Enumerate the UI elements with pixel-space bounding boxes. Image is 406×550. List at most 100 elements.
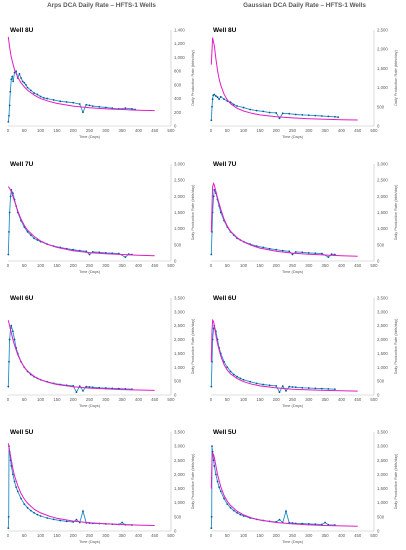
y-tick-label: 500 [377, 379, 385, 384]
measured-rate-point [212, 327, 215, 330]
measured-rate-point [285, 389, 287, 392]
x-tick-label: 450 [151, 397, 159, 402]
x-axis-title: Time (Days) [79, 403, 101, 408]
x-tick-label: 250 [86, 128, 94, 133]
x-tick-label: 500 [167, 128, 175, 133]
x-tick-label: 150 [256, 533, 264, 538]
y-tick-label: 2,500 [174, 178, 185, 183]
y-tick-label: 2,000 [377, 194, 388, 199]
measured-rate-point [91, 105, 94, 108]
y-tick-label: 2,500 [377, 178, 388, 183]
x-tick-label: 250 [289, 533, 297, 538]
measured-rate-point [8, 231, 10, 233]
measured-rate-point [262, 246, 265, 249]
y-tick-label: 500 [377, 514, 385, 519]
x-tick-label: 450 [151, 128, 159, 133]
measured-rate-point [10, 465, 13, 467]
measured-rate-point [13, 480, 16, 483]
y-tick-label: 500 [174, 379, 182, 384]
measured-rate-point [281, 385, 284, 388]
y-tick-label: 1,000 [174, 226, 185, 231]
measured-rate-point [301, 113, 304, 116]
y-axis-title: Daily Production Rate (bbls/day) [190, 453, 195, 509]
measured-rate-point [46, 517, 49, 519]
y-tick-label: 2,000 [174, 194, 185, 199]
measured-rate-point [98, 105, 101, 108]
y-tick-label: 1,000 [377, 85, 388, 90]
measured-rate-point [211, 105, 213, 108]
x-tick-label: 500 [370, 533, 378, 538]
y-tick-label: 1,500 [174, 210, 185, 215]
x-axis-title: Time (Days) [282, 269, 304, 274]
x-tick-label: 0 [210, 397, 213, 402]
measured-rate-point [232, 373, 235, 376]
x-tick-label: 100 [240, 533, 248, 538]
y-tick-label: 3,000 [174, 309, 185, 314]
measured-rate-point [268, 384, 271, 387]
measured-rate-point [23, 503, 26, 506]
x-tick-label: 200 [273, 533, 281, 538]
measured-rate-point [330, 253, 333, 256]
measured-rate-point [327, 115, 330, 118]
measured-rate-point [9, 195, 12, 198]
y-tick-label: 3,000 [377, 444, 388, 449]
measured-rate-point [20, 497, 22, 500]
measured-rate-point [275, 112, 278, 114]
y-tick-label: 500 [377, 104, 385, 109]
measured-rate-point [278, 117, 281, 120]
measured-rate-line [210, 188, 335, 258]
y-tick-label: 0 [174, 529, 177, 534]
measured-rate-point [13, 338, 16, 341]
measured-rate-point [268, 247, 271, 250]
x-tick-label: 100 [240, 397, 248, 402]
measured-rate-point [278, 518, 281, 521]
well-title: Well 5U [213, 429, 237, 436]
x-tick-label: 150 [53, 533, 61, 538]
y-axis-title: Daily Production Rate (bbls/day) [393, 453, 398, 509]
measured-rate-point [104, 106, 107, 109]
x-tick-label: 300 [102, 263, 110, 268]
x-tick-label: 150 [256, 397, 264, 402]
measured-rate-line [7, 323, 132, 394]
x-tick-label: 500 [167, 533, 175, 538]
measured-rate-point [294, 113, 297, 116]
y-tick-label: 1,400 [174, 28, 185, 33]
well-title: Well 7U [213, 161, 237, 168]
measured-rate-point [327, 256, 330, 259]
x-tick-label: 200 [273, 263, 281, 268]
y-tick-label: 2,000 [377, 47, 388, 52]
measured-rate-point [210, 515, 213, 518]
measured-rate-point [242, 106, 245, 109]
x-tick-label: 200 [70, 533, 78, 538]
measured-rate-point [11, 330, 14, 333]
measured-rate-point [85, 103, 88, 106]
measured-rate-point [314, 387, 317, 390]
measured-rate-point [25, 83, 27, 86]
measured-rate-point [242, 378, 245, 381]
y-tick-label: 3,000 [174, 444, 185, 449]
measured-rate-point [8, 211, 11, 214]
x-tick-label: 50 [225, 128, 230, 133]
measured-rate-point [8, 338, 11, 341]
dca-fit-curve [7, 186, 155, 257]
measured-rate-point [88, 253, 91, 256]
x-tick-label: 50 [225, 533, 230, 538]
x-tick-label: 350 [322, 533, 330, 538]
measured-rate-point [285, 510, 287, 513]
measured-rate-point [210, 385, 213, 388]
x-tick-label: 50 [22, 128, 27, 133]
x-tick-label: 300 [305, 397, 313, 402]
measured-rate-point [213, 465, 216, 467]
well-title: Well 5U [10, 429, 34, 436]
x-tick-label: 200 [70, 397, 78, 402]
x-tick-label: 250 [289, 128, 297, 133]
x-tick-label: 450 [354, 533, 362, 538]
measured-rate-point [26, 506, 29, 509]
x-tick-label: 500 [167, 263, 175, 268]
x-tick-label: 100 [37, 263, 45, 268]
x-tick-label: 350 [322, 263, 330, 268]
measured-rate-point [214, 95, 217, 97]
measured-rate-point [212, 459, 215, 462]
y-tick-label: 1,000 [174, 365, 185, 370]
x-axis-title: Time (Days) [79, 134, 101, 139]
